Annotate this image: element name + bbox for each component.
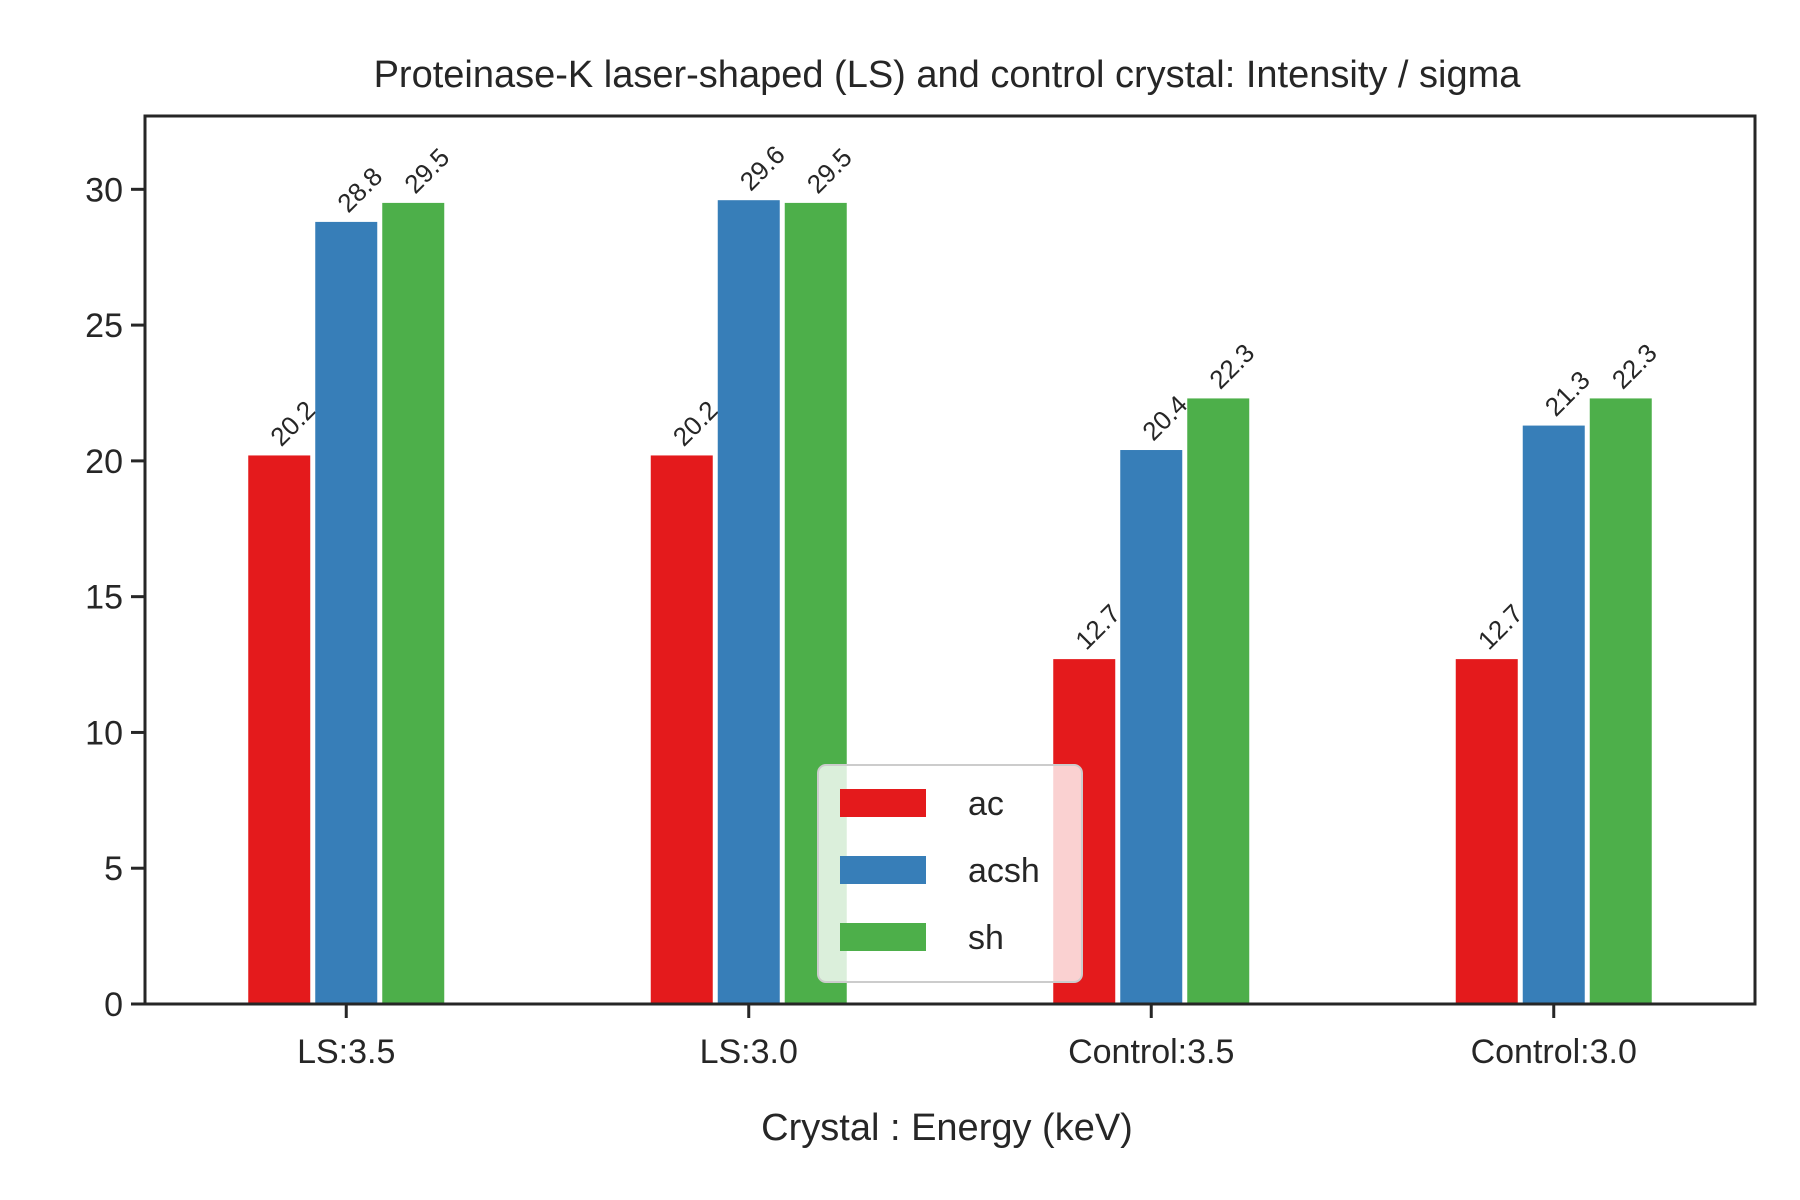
bar-value-label: 28.8 [331,161,388,218]
bar-acsh [1120,450,1183,1005]
bar-sh [1187,398,1250,1005]
bar-value-label: 22.3 [1606,338,1663,395]
x-tick-label: LS:3.0 [700,1033,798,1071]
bar-value-label: 12.7 [1069,598,1126,655]
bar-group-2: 12.7 20.422.3 [1053,338,1260,1005]
bar-acsh [315,221,378,1004]
bar-group-3: 12.7 21.3 22.3 [1455,338,1663,1005]
y-tick-label: 25 [85,307,123,345]
bar-value-label: 29.5 [801,142,858,199]
legend-swatch-acsh [840,856,926,884]
axes-frame [143,114,1757,1006]
bar-value-label: 29.6 [734,139,791,196]
x-tick-label: LS:3.5 [297,1033,395,1071]
bar-value-label: 21.3 [1539,365,1596,422]
y-tick-label: 30 [85,171,123,209]
y-tick-label: 20 [85,443,123,481]
bar-group-0: 20.2 28.8 29.5 [248,142,455,1005]
bar-value-label: 29.5 [398,142,455,199]
bar-value-label: 20.2 [667,395,724,452]
bar-value-label: 20.4 [1136,389,1193,446]
chart-title: Proteinase-K laser-shaped (LS) and contr… [374,54,1522,96]
x-axis-title: Crystal : Energy (keV) [761,1107,1133,1149]
bar-ac [650,455,713,1004]
bar-value-label: 12.7 [1472,598,1529,655]
legend-swatch-sh [840,923,926,951]
bar-acsh [1522,425,1585,1004]
bar-acsh [717,200,780,1005]
y-tick-label: 10 [85,714,123,752]
y-tick-label: 15 [85,579,123,617]
bar-sh [1589,398,1652,1005]
x-tick-label: Control:3.0 [1471,1033,1637,1071]
y-tick-label: 0 [104,986,123,1024]
legend-label-sh: sh [968,919,1004,957]
bar-value-label: 20.2 [264,395,321,452]
legend-label-ac: ac [968,785,1004,823]
bar-sh [382,202,445,1005]
y-tick-label: 5 [104,850,123,888]
bar-ac [1455,659,1518,1004]
legend-swatch-ac [840,789,926,817]
legend: ac acsh sh [817,764,1083,983]
bar-ac [248,455,311,1004]
bar-value-label: 22.3 [1203,338,1260,395]
x-tick-label: Control:3.5 [1068,1033,1234,1071]
legend-label-acsh: acsh [968,852,1040,890]
